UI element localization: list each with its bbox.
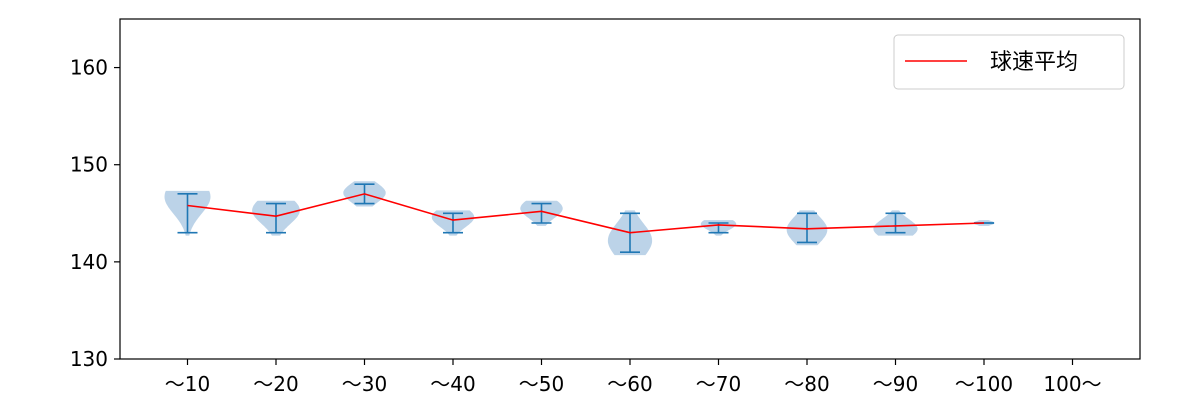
x-tick-label-2: 〜30 — [342, 372, 387, 396]
mean-speed-line — [187, 193, 985, 234]
legend-box — [893, 34, 1125, 90]
y-tick-label-130: 130 — [70, 347, 108, 371]
x-tick-label-9: 〜100 — [955, 372, 1013, 396]
x-tick-label-7: 〜80 — [784, 372, 829, 396]
x-tick-label-4: 〜50 — [519, 372, 564, 396]
legend: 球速平均 — [893, 34, 1125, 90]
x-tick-label-3: 〜40 — [430, 372, 475, 396]
y-axis: 130 140 150 160 — [70, 56, 120, 371]
x-tick-label-5: 〜60 — [607, 372, 652, 396]
y-tick-label-160: 160 — [70, 56, 108, 80]
y-tick-label-140: 140 — [70, 250, 108, 274]
legend-label-mean: 球速平均 — [990, 50, 1078, 75]
x-tick-label-0: 〜10 — [165, 372, 210, 396]
x-tick-label-8: 〜90 — [873, 372, 918, 396]
x-tick-label-1: 〜20 — [253, 372, 298, 396]
y-tick-label-150: 150 — [70, 153, 108, 177]
x-tick-label-10: 100〜 — [1043, 372, 1101, 396]
x-axis: 〜10 〜20 〜30 〜40 〜50 〜60 〜70 〜80 〜90 〜100 100〜 — [165, 359, 1102, 396]
x-tick-label-6: 〜70 — [696, 372, 741, 396]
